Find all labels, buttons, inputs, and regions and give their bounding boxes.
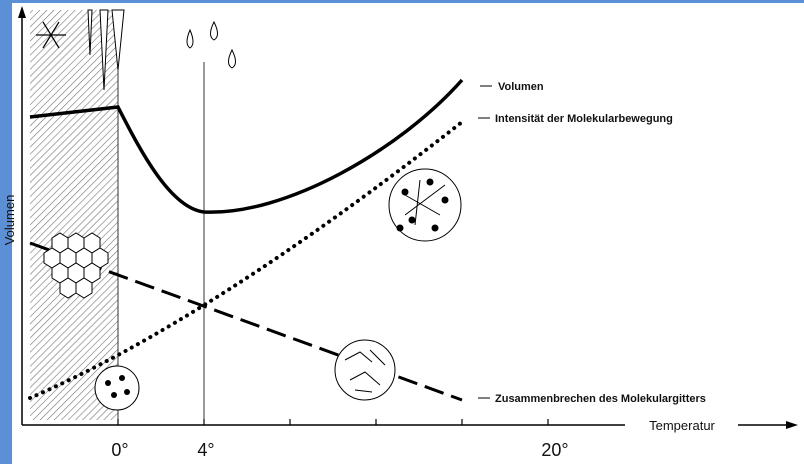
curve-label: Intensität der Molekularbewegung (495, 113, 673, 125)
drops (187, 22, 236, 68)
curve-label: Zusammenbrechen des Molekulargitters (495, 393, 706, 405)
molecule-circles (95, 169, 461, 410)
x-axis-label: Temperatur (649, 418, 715, 433)
y-arrow (18, 6, 26, 18)
curve-label: Volumen (498, 81, 544, 93)
x-ticks (118, 419, 548, 425)
x-tick-label: 20° (541, 440, 568, 460)
x-tick-label: 0° (111, 440, 128, 460)
page: Volumen Temperatur 0° 4° 20° Volumen Int… (0, 0, 804, 464)
diagram: Volumen Temperatur 0° 4° 20° Volumen Int… (0, 0, 804, 464)
y-axis-label: Volumen (2, 195, 17, 246)
x-arrow (786, 421, 798, 429)
frame-top (0, 0, 804, 3)
x-tick-label: 4° (197, 440, 214, 460)
